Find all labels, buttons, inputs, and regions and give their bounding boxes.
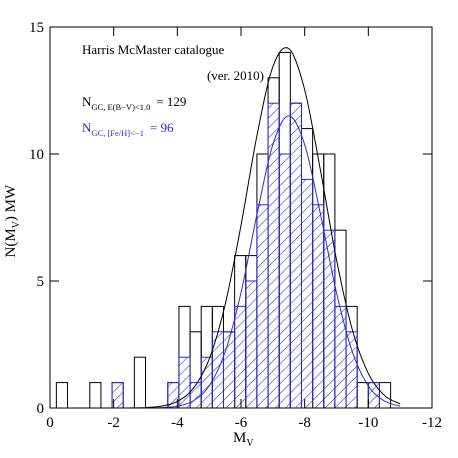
x-tick-label: -4 <box>171 415 184 431</box>
outline-bar <box>55 382 69 409</box>
hatched-bar <box>300 178 314 409</box>
hatched-bar <box>278 153 291 409</box>
outline-bar <box>133 356 147 409</box>
x-label-main: M <box>233 430 246 446</box>
y-label-sub: V <box>11 220 22 228</box>
x-tick-label: -8 <box>298 415 311 431</box>
x-axis-label: MV <box>233 430 254 449</box>
x-tick-label: -10 <box>358 415 378 431</box>
outline-bar <box>356 382 369 409</box>
y-label-main: N(M <box>3 228 19 257</box>
x-tick-label: -12 <box>422 415 442 431</box>
annotation-sub: GC, [Fe/H]<−1 <box>91 128 144 138</box>
y-tick-label: 10 <box>29 147 44 163</box>
hatched-bar <box>289 102 302 409</box>
outline-bar <box>89 382 102 409</box>
hatched-bar <box>256 204 269 409</box>
hatched-bar <box>267 102 280 409</box>
hatched-bar <box>222 331 236 409</box>
annotation: Harris McMaster catalogue <box>82 42 224 57</box>
y-tick-label: 5 <box>37 274 45 290</box>
annotation-main: N <box>82 94 92 109</box>
hatched-bar <box>245 280 258 409</box>
annotation-rest: = 96 <box>150 120 174 135</box>
y-tick-label: 15 <box>29 20 44 36</box>
annotation: (ver. 2010) <box>207 68 264 83</box>
x-tick-label: 0 <box>46 415 54 431</box>
annotation: NGC, [Fe/H]<−1 = 96 <box>82 120 174 138</box>
hatched-bar <box>178 356 191 409</box>
x-label-sub: V <box>246 438 254 449</box>
hatched-bar <box>312 204 325 409</box>
hatched-bar <box>334 305 347 409</box>
x-tick-label: -2 <box>107 415 120 431</box>
annotations: Harris McMaster catalogue(ver. 2010)NGC,… <box>82 42 264 138</box>
y-tick-label: 0 <box>37 401 45 417</box>
y-axis-label: N(MV) MW <box>3 184 22 257</box>
y-label-rest: ) MW <box>3 184 19 221</box>
x-tick-label: -6 <box>235 415 248 431</box>
hatched-bar <box>367 382 380 409</box>
hatched-bar <box>345 331 358 409</box>
bars <box>55 51 392 409</box>
hatched-bar <box>189 382 202 409</box>
annotation: NGC, E(B−V)<1.0 = 129 <box>82 94 186 112</box>
hatched-bar <box>234 305 247 409</box>
annotation-sub: GC, E(B−V)<1.0 <box>91 102 150 112</box>
outline-bar <box>378 382 392 409</box>
annotation-rest: = 129 <box>156 94 186 109</box>
annotation-main: N <box>82 120 92 135</box>
